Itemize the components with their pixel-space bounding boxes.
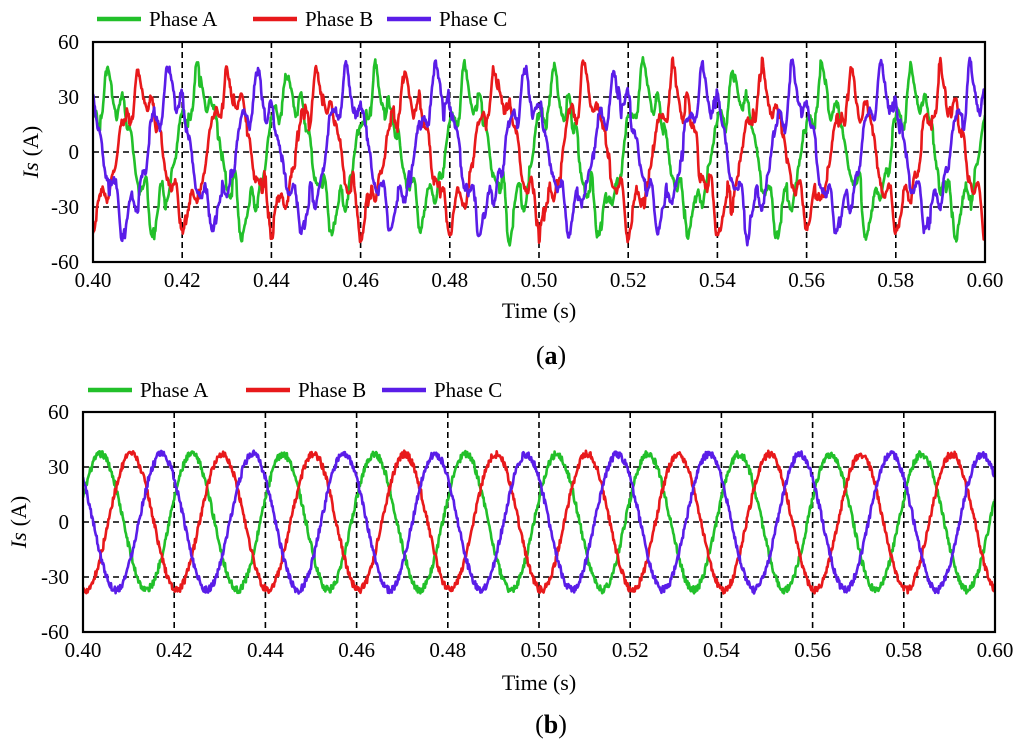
y-tick-label: 60 — [48, 400, 69, 424]
x-tick-label: 0.56 — [794, 638, 831, 662]
x-tick-label: 0.46 — [342, 268, 379, 292]
y-axis-title: Is (A) — [6, 496, 31, 549]
legend-label: Phase C — [439, 7, 507, 31]
x-tick-label: 0.46 — [338, 638, 375, 662]
y-tick-label: -30 — [51, 195, 79, 219]
y-tick-label: 0 — [69, 140, 80, 164]
plot-frame — [91, 40, 987, 264]
y-axis-unit: (A) — [6, 496, 31, 527]
x-tick-label: 0.50 — [521, 268, 558, 292]
x-tick-label: 0.50 — [521, 638, 558, 662]
x-tick-label: 0.58 — [885, 638, 922, 662]
y-tick-label: 0 — [59, 510, 70, 534]
series-line-phase-c — [93, 56, 985, 247]
x-tick-label: 0.40 — [75, 268, 112, 292]
x-tick-label: 0.58 — [877, 268, 914, 292]
legend-label: Phase B — [298, 378, 366, 402]
panel-label-letter: a — [545, 341, 558, 370]
y-tick-label: -30 — [41, 565, 69, 589]
x-tick-label: 0.52 — [612, 638, 649, 662]
series-line-phase-a — [83, 449, 995, 595]
x-axis-title: Time (s) — [502, 298, 576, 323]
series-line-phase-b — [93, 56, 985, 244]
x-tick-label: 0.60 — [977, 638, 1014, 662]
panel-label: (b) — [535, 710, 567, 739]
series-line-phase-a — [93, 56, 985, 247]
series-traces — [83, 449, 995, 595]
panel-label-close: ) — [558, 710, 567, 739]
chart-panel-a: 60 30 0 -30 -600.40 0.42 0.44 0.46 0.48 0.50 0.52 0… — [18, 7, 1003, 370]
y-tick-label: -60 — [51, 250, 79, 274]
y-axis-title: Is (A) — [18, 126, 43, 179]
y-tick-label: -60 — [41, 620, 69, 644]
panel-label-open: ( — [535, 710, 544, 739]
series-line-phase-c — [83, 449, 995, 595]
x-tick-label: 0.42 — [156, 638, 193, 662]
series-traces — [93, 56, 985, 247]
y-axis-symbol: Is — [6, 532, 31, 549]
panel-label-letter: b — [544, 710, 558, 739]
y-axis-unit: (A) — [18, 126, 43, 157]
x-axis-title: Time (s) — [502, 670, 576, 695]
y-axis-symbol: Is — [18, 162, 43, 179]
x-tick-label: 0.44 — [253, 268, 290, 292]
panel-label-close: ) — [558, 341, 567, 370]
panel-label-open: ( — [536, 341, 545, 370]
y-tick-label: 30 — [58, 85, 79, 109]
y-tick-label: 60 — [58, 30, 79, 54]
x-tick-label: 0.40 — [65, 638, 102, 662]
x-tick-label: 0.54 — [699, 268, 736, 292]
x-tick-label: 0.56 — [788, 268, 825, 292]
legend-label: Phase A — [140, 378, 209, 402]
grid-lines — [83, 412, 995, 632]
legend-label: Phase A — [149, 7, 218, 31]
chart-panel-b: 60 30 0 -30 -600.40 0.42 0.44 0.46 0.48 0.50 0.52 0… — [6, 378, 1013, 739]
legend: Phase A Phase B Phase C — [97, 7, 507, 31]
series-line-phase-b — [83, 449, 995, 595]
x-tick-label: 0.60 — [967, 268, 1004, 292]
x-tick-label: 0.52 — [610, 268, 647, 292]
x-tick-label: 0.48 — [431, 268, 468, 292]
y-tick-label: 30 — [48, 455, 69, 479]
x-tick-label: 0.48 — [429, 638, 466, 662]
panel-label: (a) — [536, 341, 566, 370]
legend-label: Phase C — [434, 378, 502, 402]
x-tick-label: 0.42 — [164, 268, 201, 292]
plot-frame — [81, 410, 997, 634]
legend-label: Phase B — [305, 7, 373, 31]
x-tick-label: 0.44 — [247, 638, 284, 662]
legend: Phase A Phase B Phase C — [88, 378, 502, 402]
x-tick-label: 0.54 — [703, 638, 740, 662]
